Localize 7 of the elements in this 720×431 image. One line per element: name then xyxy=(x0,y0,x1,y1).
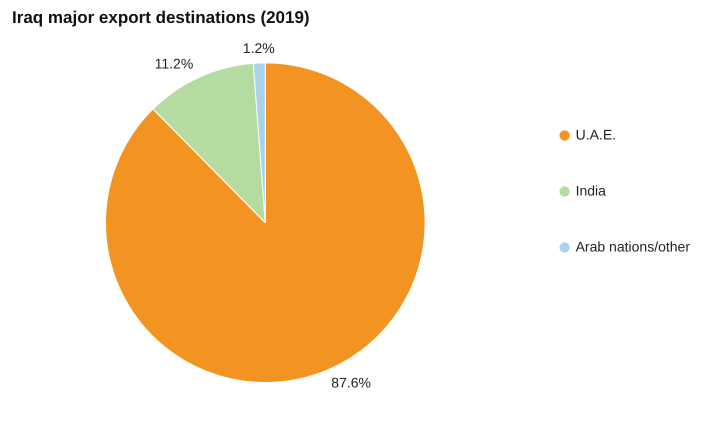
legend-label: India xyxy=(576,182,606,198)
data-label: 11.2% xyxy=(154,55,194,72)
data-label: 87.6% xyxy=(331,374,372,390)
chart-title: Iraq major export destinations (2019) xyxy=(12,8,310,27)
data-label: 1.2% xyxy=(242,40,275,56)
legend-label: Arab nations/other xyxy=(576,238,690,254)
legend-label: U.A.E. xyxy=(576,126,616,142)
